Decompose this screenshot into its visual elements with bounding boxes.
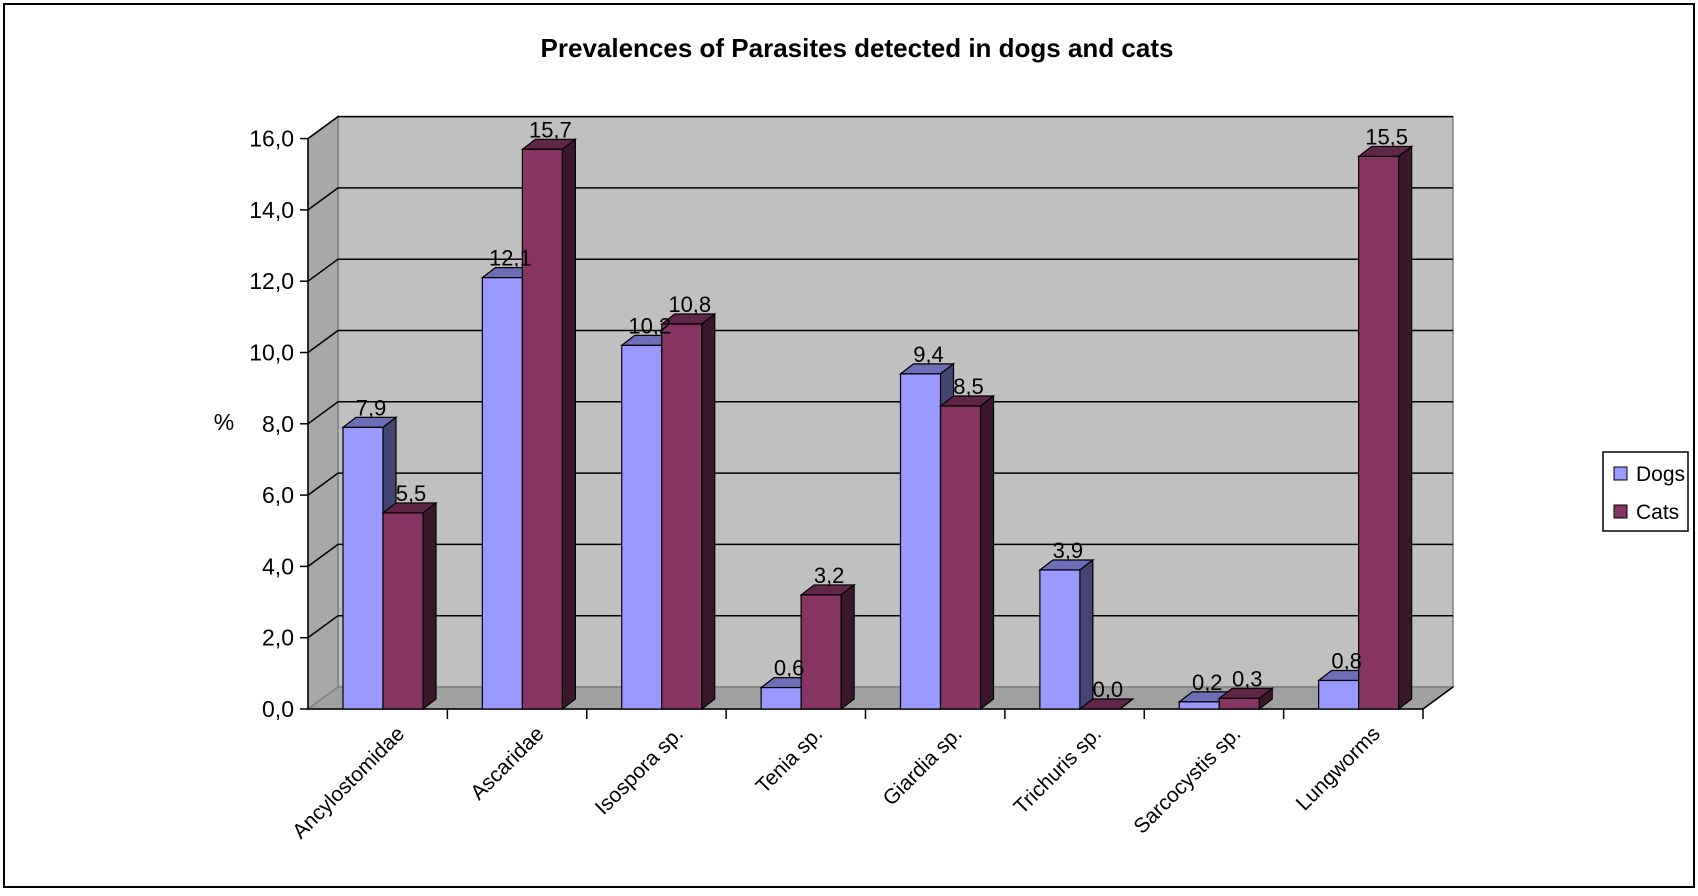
- bar-dogs-side: [1079, 558, 1094, 711]
- bar-cats-side: [1119, 698, 1134, 710]
- y-tick-label: 16,0: [249, 126, 294, 152]
- bar-cats: [1218, 697, 1260, 710]
- bar-dogs: [899, 373, 942, 710]
- gridline: [307, 258, 1453, 282]
- gridline: [307, 472, 1453, 496]
- legend-label-dogs: Dogs: [1636, 463, 1685, 486]
- data-label-dogs: 0,6: [774, 656, 805, 681]
- bar-cats: [521, 148, 563, 710]
- plot-walls: [305, 115, 1456, 711]
- bar-cats-side: [422, 501, 437, 711]
- gridline: [307, 401, 1453, 425]
- y-tick-label: 6,0: [262, 482, 294, 508]
- floor: [305, 686, 1456, 710]
- bar-cats: [939, 405, 982, 710]
- gridline: [307, 543, 1453, 568]
- bar-cats: [1358, 155, 1400, 710]
- gridline: [307, 187, 1453, 211]
- data-labels: 7,9 5,5 12,1 15,7 10,210,8 0,6 3,2 9,4 8,5 3,9 0,0…: [356, 117, 1408, 702]
- bar-cats-side: [979, 394, 995, 711]
- y-tick-label: 8,0: [262, 411, 294, 437]
- gridlines: [307, 115, 1453, 639]
- data-label-cats: 15,7: [529, 117, 572, 142]
- data-label-dogs: 3,9: [1053, 538, 1084, 563]
- gridline: [307, 115, 1453, 140]
- y-axis-label: %: [214, 409, 234, 435]
- bar-cats-side: [840, 583, 855, 711]
- bar-cats-side: [1398, 145, 1413, 711]
- data-label-dogs: 10,2: [628, 313, 671, 338]
- bar-cats: [661, 323, 703, 710]
- bar-dogs: [342, 426, 384, 710]
- data-label-cats: 8,5: [953, 374, 984, 399]
- data-label-dogs: 9,4: [913, 342, 944, 367]
- bar-dogs: [1318, 679, 1360, 710]
- bar-cats: [382, 512, 424, 710]
- chart-title: Prevalences of Parasites detected in dog…: [541, 33, 1174, 63]
- y-tick-label: 2,0: [262, 625, 294, 651]
- data-label-cats: 0,3: [1232, 666, 1263, 691]
- data-label-dogs: 7,9: [356, 395, 387, 420]
- bar-dogs: [481, 277, 523, 710]
- gridline: [307, 329, 1453, 354]
- data-label-dogs: 12,1: [489, 246, 532, 271]
- data-label-dogs: 0,8: [1331, 648, 1362, 673]
- bars: [341, 138, 1414, 711]
- legend-swatch-cats: [1613, 504, 1628, 519]
- y-tick-label: 0,0: [262, 696, 294, 722]
- bar-dogs: [760, 687, 802, 710]
- y-tick-labels: 0,0 2,0 4,0 6,0 8,0 10,0 12,0 14,0 16,0: [249, 126, 294, 722]
- y-tick-label: 4,0: [262, 553, 294, 579]
- legend-label-cats: Cats: [1636, 501, 1679, 524]
- data-label-cats: 3,2: [814, 563, 845, 588]
- data-label-cats: 10,8: [668, 292, 711, 317]
- bar-cats: [800, 594, 842, 710]
- bar-dogs: [1178, 701, 1220, 710]
- y-tick-label: 12,0: [249, 268, 294, 294]
- bar-cats-side: [561, 138, 576, 711]
- data-label-dogs: 0,2: [1192, 670, 1223, 695]
- y-tick-label: 10,0: [249, 340, 294, 366]
- legend: Dogs Cats: [1602, 451, 1689, 532]
- legend-swatch-dogs: [1613, 466, 1628, 481]
- y-tick-label: 14,0: [249, 197, 294, 223]
- data-label-cats: 5,5: [396, 481, 427, 506]
- data-label-cats: 15,5: [1365, 124, 1408, 149]
- data-label-cats: 0,0: [1093, 677, 1124, 702]
- bar-dogs: [621, 344, 663, 710]
- bar-cats-side: [701, 312, 716, 711]
- bar-dogs: [1039, 569, 1081, 710]
